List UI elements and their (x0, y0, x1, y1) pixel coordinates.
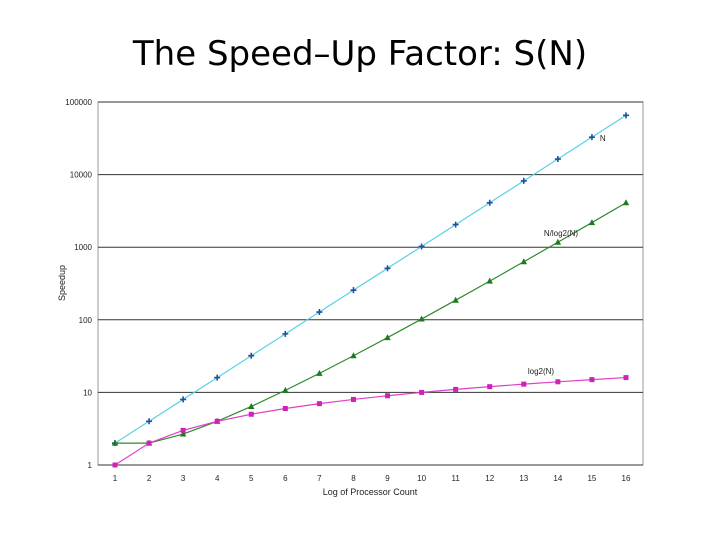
data-point (214, 418, 220, 424)
x-tick-label: 11 (452, 474, 461, 483)
data-point (282, 330, 289, 337)
y-tick-labels: 1 10 100 1000 10000 100000 (65, 98, 92, 470)
data-point (180, 396, 187, 403)
data-point (452, 296, 459, 303)
data-point (248, 402, 255, 409)
data-point (146, 418, 153, 425)
data-point (112, 462, 118, 468)
y-tick-label: 10 (83, 388, 92, 397)
x-tick-label: 2 (147, 474, 152, 483)
x-tick-label: 10 (417, 474, 426, 483)
y-tick-label: 1000 (74, 243, 92, 252)
data-point (554, 156, 561, 163)
x-tick-label: 3 (181, 474, 186, 483)
data-point (588, 134, 595, 141)
y-tick-label: 100000 (65, 98, 92, 107)
y-axis-title: Speedup (57, 265, 67, 301)
data-point (350, 352, 357, 359)
data-point (111, 439, 119, 446)
data-point (520, 177, 527, 184)
series-layer: N N/log2(N) log2(N) (111, 112, 630, 468)
series-line (115, 202, 627, 444)
data-point (384, 265, 391, 272)
data-point (419, 389, 425, 395)
data-point (214, 374, 221, 381)
data-point (623, 112, 629, 119)
data-point (588, 219, 596, 226)
x-tick-label: 4 (215, 474, 220, 483)
data-point (418, 243, 425, 250)
data-point (385, 393, 391, 399)
data-point (350, 287, 357, 294)
series-label: N/log2(N) (544, 229, 579, 238)
grid-lines (98, 101, 643, 466)
data-point (179, 430, 187, 437)
data-point (180, 427, 186, 433)
series-line (114, 376, 627, 466)
x-tick-label: 12 (485, 474, 494, 483)
series-n: N (112, 112, 629, 447)
x-tick-label: 14 (553, 474, 562, 483)
data-point (282, 406, 288, 412)
series-line (114, 114, 627, 444)
data-point (554, 238, 562, 245)
y-tick-label: 1 (88, 461, 93, 470)
x-tick-labels: 1 2 3 4 5 6 7 8 9 10 11 12 13 14 15 16 (113, 474, 631, 483)
data-point (316, 309, 323, 316)
y-tick-label: 10000 (70, 171, 93, 180)
data-point (350, 396, 356, 402)
data-point (486, 277, 493, 284)
data-point (520, 258, 527, 265)
slide-title: The Speed–Up Factor: S(N) (132, 34, 588, 74)
x-tick-label: 16 (622, 474, 631, 483)
data-point (521, 381, 527, 387)
x-tick-label: 5 (249, 474, 254, 483)
data-point (452, 221, 459, 228)
x-tick-label: 15 (587, 474, 596, 483)
data-point (248, 411, 254, 417)
data-point (487, 384, 493, 390)
data-point (282, 386, 289, 393)
x-tick-label: 13 (519, 474, 528, 483)
series-log2-n-: log2(N) (112, 367, 629, 468)
data-point (623, 375, 629, 381)
data-point (146, 440, 152, 446)
series-label: log2(N) (528, 367, 555, 376)
data-point (384, 334, 391, 341)
data-point (316, 369, 323, 376)
x-tick-label: 6 (283, 474, 288, 483)
x-tick-label: 7 (317, 474, 322, 483)
data-point (622, 199, 630, 206)
data-point (418, 315, 425, 322)
data-point (486, 199, 493, 206)
data-point (316, 401, 322, 407)
x-tick-label: 9 (385, 474, 390, 483)
x-axis-title: Log of Processor Count (323, 487, 418, 497)
data-point (589, 377, 595, 383)
data-point (555, 379, 561, 385)
y-tick-label: 100 (79, 316, 93, 325)
x-tick-label: 8 (351, 474, 356, 483)
data-point (248, 352, 255, 359)
x-tick-label: 1 (113, 474, 118, 483)
data-point (453, 386, 459, 392)
series-label: N (600, 134, 606, 143)
